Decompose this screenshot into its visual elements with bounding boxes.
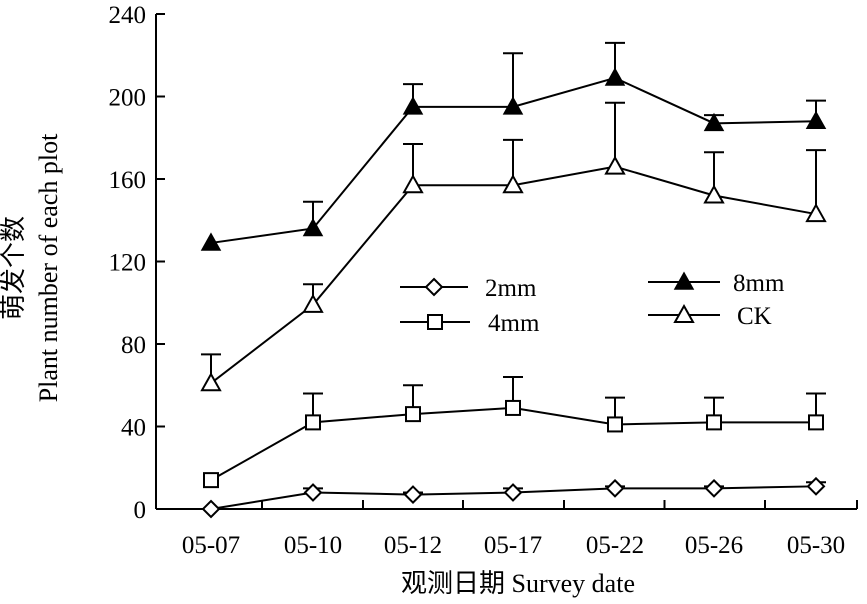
legend-label-2mm: 2mm <box>485 275 537 302</box>
data-point-2mm <box>806 476 826 496</box>
y-axis: 0 40 80 120 160 200 240 <box>109 2 165 524</box>
data-point-4mm <box>706 414 722 431</box>
y-tick-label: 200 <box>109 85 147 112</box>
y-tick-label: 40 <box>121 415 146 442</box>
data-point-2mm <box>303 483 323 502</box>
data-point-CK <box>502 174 524 194</box>
x-axis-title: 观测日期 Survey date <box>401 569 635 598</box>
data-point-8mm <box>703 112 725 132</box>
data-point-2mm <box>403 485 423 504</box>
legend: 2mm 4mm 8mm CK <box>400 270 785 337</box>
data-point-CK <box>604 155 626 175</box>
data-point-2mm <box>704 478 724 498</box>
data-point-CK <box>805 203 827 223</box>
x-tick-label: 05-07 <box>182 532 240 559</box>
legend-marker-CK <box>673 303 695 323</box>
series-line-4mm <box>210 406 816 481</box>
y-tick-label: 160 <box>109 167 147 194</box>
x-tick-label: 05-22 <box>586 532 644 559</box>
data-point-2mm <box>605 478 625 498</box>
legend-marker-2mm <box>424 277 444 297</box>
data-point-8mm <box>302 217 324 237</box>
data-point-4mm <box>203 472 219 489</box>
data-point-8mm <box>402 96 424 115</box>
data-point-4mm <box>505 399 521 416</box>
y-axis-title-cn: 萌发个数 <box>0 216 28 320</box>
legend-marker-4mm <box>427 314 443 330</box>
data-point-4mm <box>607 416 623 433</box>
x-tick-label: 05-17 <box>484 532 542 559</box>
data-point-8mm <box>805 110 827 129</box>
data-point-CK <box>302 293 324 313</box>
legend-label-8mm: 8mm <box>733 270 785 297</box>
x-tick-label: 05-12 <box>384 532 442 559</box>
legend-label-4mm: 4mm <box>488 310 540 337</box>
data-point-4mm <box>305 414 321 431</box>
data-point-4mm <box>405 406 421 423</box>
data-point-8mm <box>502 96 524 115</box>
y-axis-title-en: Plant number of each plot <box>34 133 63 402</box>
x-tick-label: 05-30 <box>787 532 845 559</box>
y-tick-label: 120 <box>109 250 147 277</box>
y-tick-label: 240 <box>109 2 147 29</box>
series-markers <box>200 67 827 519</box>
x-axis: 05-07 05-10 05-12 05-17 05-22 05-26 05-30 <box>155 500 858 559</box>
data-point-CK <box>200 372 222 392</box>
data-point-CK <box>402 174 424 194</box>
y-tick-label: 0 <box>134 497 147 524</box>
data-point-CK <box>703 184 725 204</box>
legend-marker-8mm <box>673 271 695 290</box>
data-point-4mm <box>808 414 824 431</box>
data-point-2mm <box>503 483 523 502</box>
legend-label-CK: CK <box>737 303 772 330</box>
x-tick-label: 05-10 <box>284 532 342 559</box>
y-tick-label: 80 <box>121 332 146 359</box>
data-point-2mm <box>201 499 221 519</box>
data-point-8mm <box>200 232 222 251</box>
data-point-8mm <box>604 67 626 86</box>
x-tick-label: 05-26 <box>685 532 743 559</box>
